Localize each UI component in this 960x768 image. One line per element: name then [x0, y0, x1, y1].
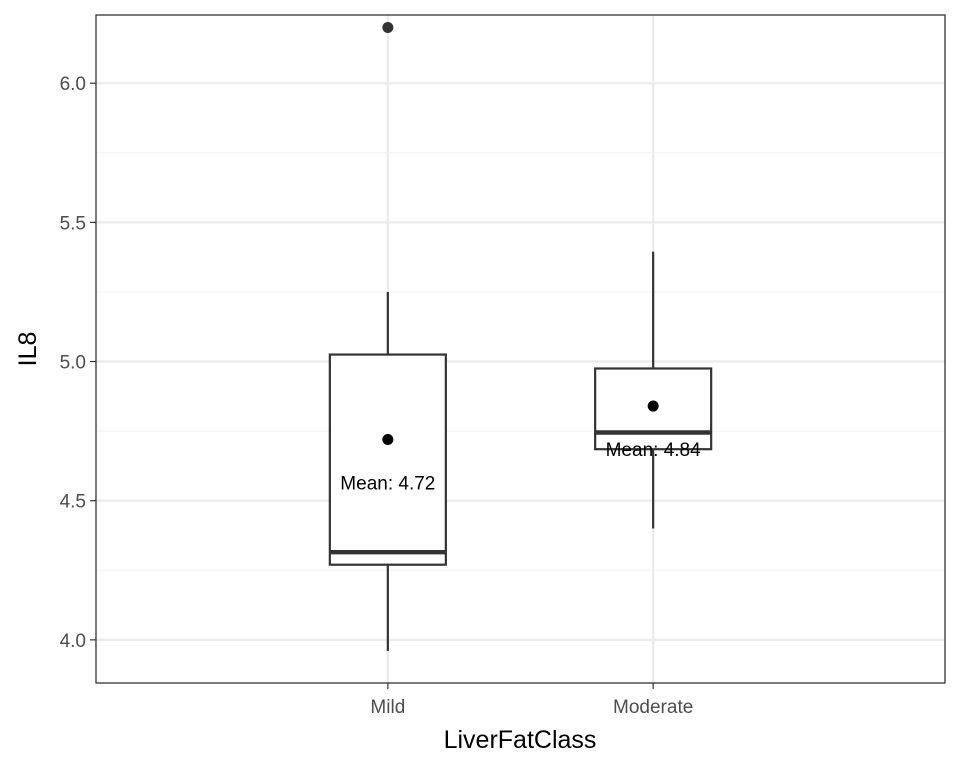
box-iqr: [328, 353, 447, 566]
y-tick-label: 4.0: [60, 631, 86, 652]
box-group-moderate: Mean: 4.84: [594, 251, 713, 529]
box-plots: Mean: 4.72 Mean: 4.84: [328, 22, 713, 651]
box-group-mild: Mean: 4.72: [328, 22, 447, 651]
x-tick-label: Mild: [370, 697, 405, 718]
y-tick-label: 4.5: [60, 492, 86, 513]
y-tick-label: 5.0: [60, 353, 86, 374]
x-tick-label: Moderate: [613, 697, 693, 718]
outlier-point: [382, 22, 394, 34]
panel-border: [95, 14, 946, 684]
x-axis-title: LiverFatClass: [444, 726, 597, 754]
mean-point: [382, 433, 394, 445]
axis-ticks: 4.0 4.5 5.0 5.5 6.0 Mild Moderate: [60, 74, 694, 718]
mean-point: [647, 400, 659, 412]
y-tick-label: 6.0: [60, 74, 86, 95]
y-axis-title: IL8: [14, 332, 42, 367]
grid-lines: [96, 15, 945, 683]
y-tick-label: 5.5: [60, 213, 86, 234]
mean-label: Mean: 4.72: [340, 473, 435, 494]
mean-label: Mean: 4.84: [606, 440, 701, 461]
